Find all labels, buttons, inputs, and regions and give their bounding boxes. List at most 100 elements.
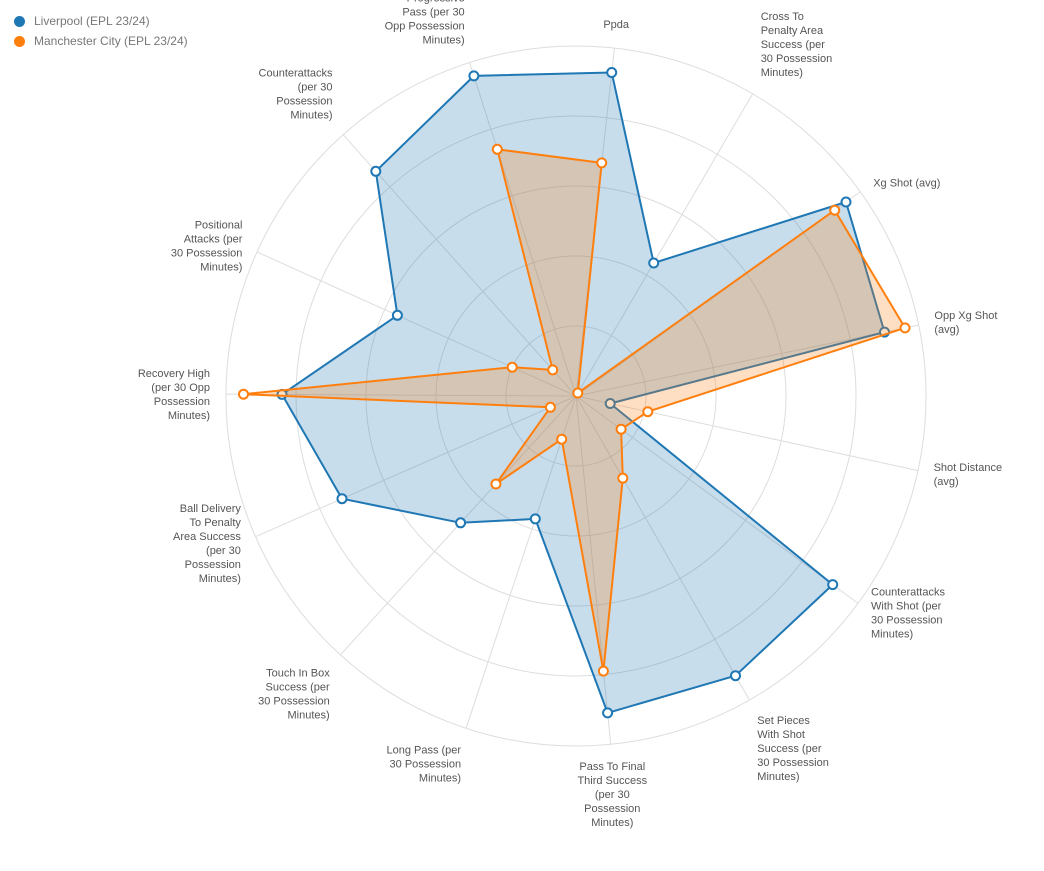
point-liverpool-epl-23-24-counterattacks[interactable] (370, 165, 382, 177)
point-manchester-city-epl-23-24-cross_to_penalty_area[interactable] (572, 387, 584, 399)
axis-label-line: Possession (584, 803, 640, 815)
point-manchester-city-epl-23-24-counterattacks_with_shot[interactable] (615, 423, 627, 435)
axis-label-line: Touch In Box (266, 668, 330, 680)
axis-label-line: Minutes) (290, 110, 332, 122)
axis-label-line: Progressive (407, 0, 465, 4)
axis-label-line: Area Success (173, 531, 241, 543)
axis-label-line: Opp Possession (385, 20, 465, 32)
axis-label-touch_in_box: Touch In Box Success (per 30 Possession Min… (258, 668, 330, 722)
axis-label-line: (per 30 (298, 82, 333, 94)
axis-label-line: (per 30 Opp (151, 382, 210, 394)
axis-label-line: 30 Possession (757, 757, 829, 769)
axis-label-line: (per 30 (595, 789, 630, 801)
spoke-positional_attacks (256, 251, 577, 397)
axis-label-line: Minutes) (288, 710, 330, 722)
axis-label-pass_to_final_third: Pass To Final Third Success (per 30 Possess… (577, 761, 647, 829)
axis-label-line: Pass To Final (579, 761, 645, 773)
grid-ring-2 (435, 255, 717, 537)
point-liverpool-epl-23-24-touch_in_box[interactable] (455, 517, 467, 529)
grid-ring-5 (225, 45, 927, 747)
axis-label-line: Ball Delivery (180, 503, 242, 515)
point-liverpool-epl-23-24-set_pieces_with_shot[interactable] (730, 670, 741, 682)
point-manchester-city-epl-23-24-touch_in_box[interactable] (490, 478, 502, 490)
legend-label-manchester-city: Manchester City (EPL 23/24) (34, 34, 188, 48)
point-manchester-city-epl-23-24-xg_shot[interactable] (829, 204, 841, 216)
series-area-manchester-city-epl-23-24 (242, 148, 906, 673)
legend-label-liverpool: Liverpool (EPL 23/24) (34, 14, 150, 28)
axis-label-line: Xg Shot (avg) (873, 177, 940, 189)
point-liverpool-epl-23-24-positional_attacks[interactable] (391, 309, 403, 321)
point-manchester-city-epl-23-24-ppda[interactable] (596, 157, 608, 169)
axis-label-line: Set Pieces (757, 715, 810, 727)
axis-label-line: 30 Possession (258, 696, 330, 708)
axis-label-line: With Shot (per (871, 601, 942, 613)
point-manchester-city-epl-23-24-set_pieces_with_shot[interactable] (617, 472, 629, 484)
axis-label-line: Third Success (577, 775, 647, 787)
axis-label-line: Minutes) (199, 573, 241, 585)
axis-label-long_pass: Long Pass (per 30 Possession Minutes) (386, 745, 461, 785)
spoke-ball_delivery (255, 395, 577, 538)
axis-label-line: 30 Possession (171, 247, 243, 259)
axis-label-counterattacks: Counterattacks (per 30 Possession Minutes) (259, 68, 333, 122)
axis-label-line: Ppda (603, 19, 630, 31)
spoke-opp_progressive_pass (469, 62, 577, 397)
grid-ring-3 (365, 185, 787, 607)
axis-label-line: To Penalty (190, 517, 242, 529)
axis-label-line: Minutes) (423, 34, 465, 46)
point-manchester-city-epl-23-24-shot_distance[interactable] (642, 406, 654, 418)
axis-label-line: 30 Possession (871, 615, 943, 627)
legend-item-manchester-city[interactable]: Manchester City (EPL 23/24) (14, 31, 188, 51)
axis-label-ball_delivery: Ball Delivery To Penalty Area Success (per … (173, 503, 241, 585)
axis-label-line: Minutes) (168, 410, 210, 422)
axis-label-line: Minutes) (757, 771, 799, 783)
axis-label-line: Opp Xg Shot (934, 310, 997, 322)
point-manchester-city-epl-23-24-positional_attacks[interactable] (506, 361, 518, 373)
axis-label-counterattacks_with_shot: Counterattacks With Shot (per 30 Possessio… (871, 587, 945, 641)
axis-label-line: Counterattacks (259, 68, 333, 80)
point-manchester-city-epl-23-24-pass_to_final_third[interactable] (597, 665, 609, 677)
axis-label-cross_to_penalty_area: Cross To Penalty Area Success (per 30 Posse… (761, 11, 833, 79)
point-liverpool-epl-23-24-long_pass[interactable] (529, 513, 541, 525)
point-liverpool-epl-23-24-ball_delivery[interactable] (336, 493, 348, 505)
axis-label-line: Minutes) (200, 261, 242, 273)
spoke-pass_to_final_third (575, 395, 612, 745)
axis-label-line: Counterattacks (871, 587, 945, 599)
point-liverpool-epl-23-24-opp_progressive_pass[interactable] (468, 70, 480, 82)
point-manchester-city-epl-23-24-recovery_high[interactable] (238, 388, 249, 400)
axis-label-line: Pass (per 30 (402, 6, 464, 18)
axis-label-line: Success (per (761, 39, 826, 51)
axis-label-line: With Shot (757, 729, 805, 741)
point-liverpool-epl-23-24-pass_to_final_third[interactable] (602, 707, 614, 719)
axis-label-line: Possession (185, 559, 241, 571)
spoke-shot_distance (575, 395, 919, 472)
axis-label-line: Attacks (per (184, 233, 243, 245)
axis-labels: Ppda Cross To Penalty Area Success (per 30 P… (138, 0, 1002, 829)
axis-label-line: Success (per (265, 682, 330, 694)
spoke-cross_to_penalty_area (575, 93, 754, 397)
spoke-counterattacks (342, 134, 577, 397)
legend-item-liverpool[interactable]: Liverpool (EPL 23/24) (14, 11, 188, 31)
axis-label-line: Penalty Area (761, 25, 824, 37)
point-manchester-city-epl-23-24-opp_progressive_pass[interactable] (491, 143, 503, 155)
point-manchester-city-epl-23-24-ball_delivery[interactable] (544, 401, 556, 413)
axis-label-line: (avg) (934, 476, 959, 488)
radar-series (238, 67, 911, 719)
point-liverpool-epl-23-24-counterattacks_with_shot[interactable] (827, 579, 839, 591)
point-liverpool-epl-23-24-cross_to_penalty_area[interactable] (648, 257, 660, 269)
axis-label-set_pieces_with_shot: Set Pieces With Shot Success (per 30 Posses… (757, 715, 829, 783)
axis-label-line: Cross To (761, 11, 804, 23)
point-manchester-city-epl-23-24-counterattacks[interactable] (547, 364, 559, 376)
point-manchester-city-epl-23-24-long_pass[interactable] (556, 433, 568, 445)
point-liverpool-epl-23-24-shot_distance[interactable] (604, 398, 616, 409)
axis-label-line: Positional (195, 219, 243, 231)
point-manchester-city-epl-23-24-opp_xg_shot[interactable] (899, 322, 911, 334)
axis-label-line: Success (per (757, 743, 822, 755)
axis-label-xg_shot: Xg Shot (avg) (873, 177, 940, 189)
point-liverpool-epl-23-24-xg_shot[interactable] (840, 196, 852, 208)
axis-label-shot_distance: Shot Distance (avg) (934, 462, 1002, 488)
point-liverpool-epl-23-24-ppda[interactable] (606, 67, 618, 78)
spoke-set_pieces_with_shot (575, 395, 750, 701)
axis-label-line: Long Pass (per (386, 745, 461, 757)
